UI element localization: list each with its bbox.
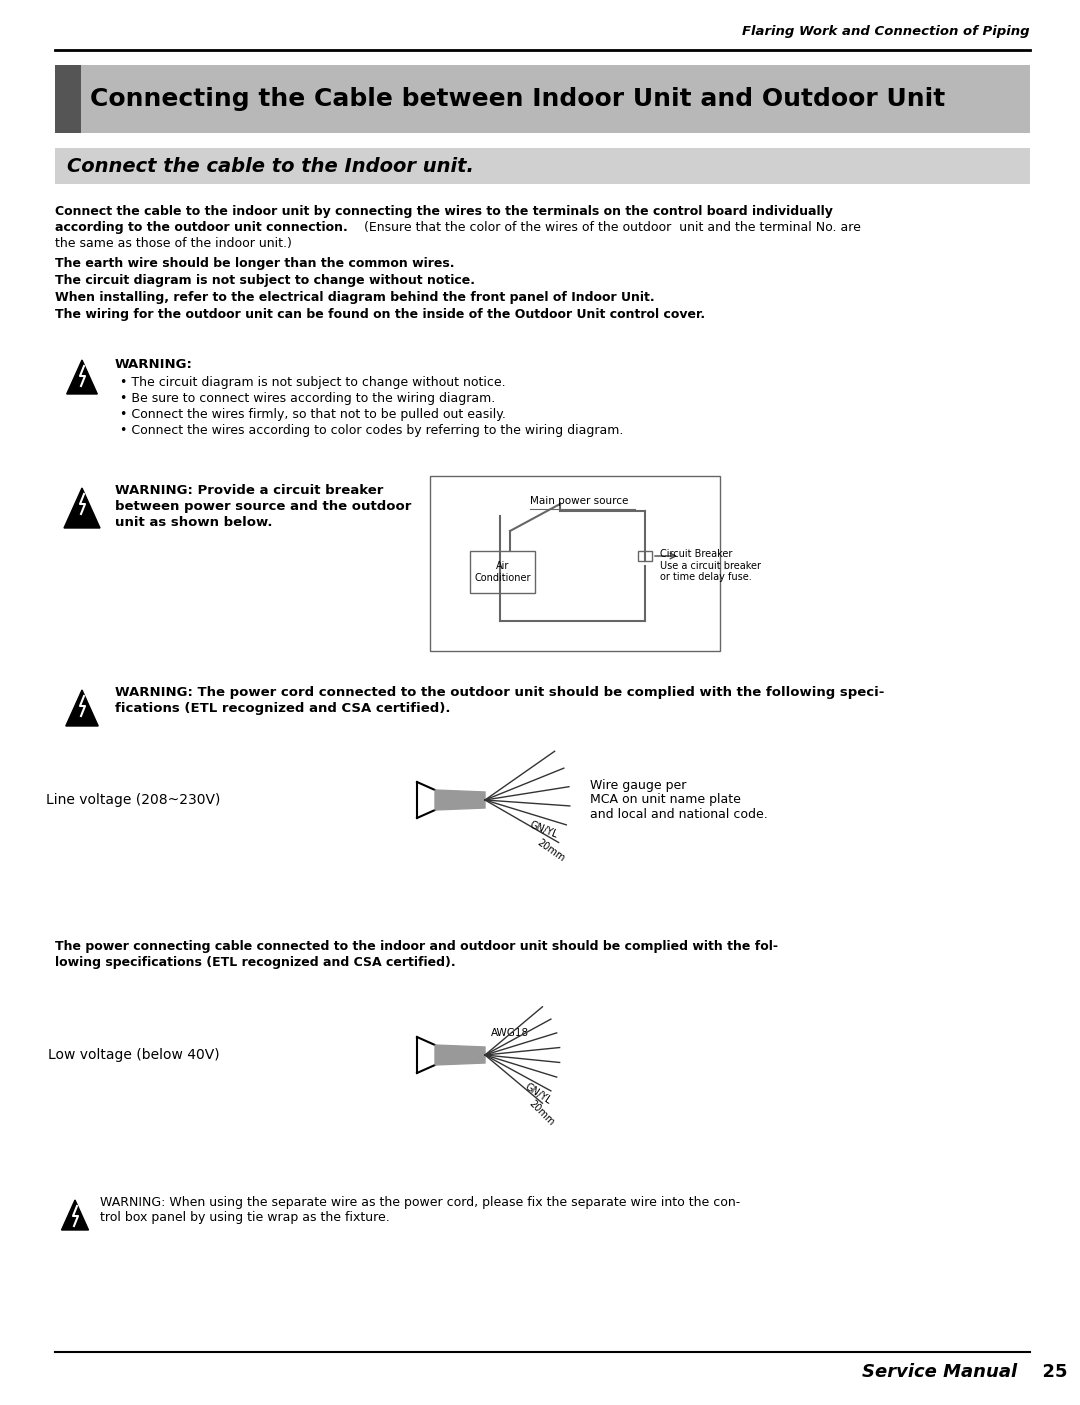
Text: GN/YL: GN/YL: [524, 1082, 553, 1106]
Text: Connect the cable to the Indoor unit.: Connect the cable to the Indoor unit.: [67, 156, 474, 176]
Text: • Connect the wires according to color codes by referring to the wiring diagram.: • Connect the wires according to color c…: [120, 424, 623, 437]
Polygon shape: [64, 488, 100, 528]
Text: Circuit Breaker
Use a circuit breaker
or time delay fuse.: Circuit Breaker Use a circuit breaker or…: [660, 549, 761, 582]
Text: 25: 25: [1030, 1363, 1067, 1381]
FancyBboxPatch shape: [55, 148, 1030, 184]
Text: lowing specifications (ETL recognized and CSA certified).: lowing specifications (ETL recognized an…: [55, 955, 456, 969]
Text: Connect the cable to the indoor unit by connecting the wires to the terminals on: Connect the cable to the indoor unit by …: [55, 205, 833, 218]
Text: Flaring Work and Connection of Piping: Flaring Work and Connection of Piping: [742, 25, 1030, 38]
Text: fications (ETL recognized and CSA certified).: fications (ETL recognized and CSA certif…: [114, 702, 450, 715]
Text: trol box panel by using tie wrap as the fixture.: trol box panel by using tie wrap as the …: [100, 1211, 390, 1224]
FancyBboxPatch shape: [55, 65, 81, 133]
Text: between power source and the outdoor: between power source and the outdoor: [114, 500, 411, 513]
Text: according to the outdoor unit connection.: according to the outdoor unit connection…: [55, 221, 348, 235]
Text: When installing, refer to the electrical diagram behind the front panel of Indoo: When installing, refer to the electrical…: [55, 291, 654, 303]
Polygon shape: [62, 1200, 89, 1229]
Text: WARNING:: WARNING:: [114, 358, 193, 371]
Text: the same as those of the indoor unit.): the same as those of the indoor unit.): [55, 237, 292, 250]
Polygon shape: [435, 1045, 485, 1065]
Text: Service Manual: Service Manual: [862, 1363, 1030, 1381]
FancyBboxPatch shape: [638, 551, 652, 561]
Text: • Connect the wires firmly, so that not to be pulled out easily.: • Connect the wires firmly, so that not …: [120, 407, 505, 422]
Text: WARNING: Provide a circuit breaker: WARNING: Provide a circuit breaker: [114, 483, 383, 497]
Polygon shape: [66, 690, 98, 726]
Text: Air
Conditioner: Air Conditioner: [474, 561, 530, 583]
Text: Low voltage (below 40V): Low voltage (below 40V): [49, 1048, 220, 1062]
Text: Connecting the Cable between Indoor Unit and Outdoor Unit: Connecting the Cable between Indoor Unit…: [90, 87, 945, 111]
Text: Main power source: Main power source: [530, 496, 629, 506]
Text: The earth wire should be longer than the common wires.: The earth wire should be longer than the…: [55, 257, 455, 270]
Text: WARNING: The power cord connected to the outdoor unit should be complied with th: WARNING: The power cord connected to the…: [114, 686, 885, 700]
Text: Wire gauge per
MCA on unit name plate
and local and national code.: Wire gauge per MCA on unit name plate an…: [590, 778, 768, 822]
Text: (Ensure that the color of the wires of the outdoor  unit and the terminal No. ar: (Ensure that the color of the wires of t…: [360, 221, 861, 235]
Text: 20mm: 20mm: [527, 1099, 556, 1128]
Text: The power connecting cable connected to the indoor and outdoor unit should be co: The power connecting cable connected to …: [55, 940, 778, 953]
FancyBboxPatch shape: [470, 551, 535, 593]
FancyBboxPatch shape: [430, 476, 720, 651]
Text: AWG18: AWG18: [491, 1028, 529, 1038]
Text: WARNING: When using the separate wire as the power cord, please fix the separate: WARNING: When using the separate wire as…: [100, 1196, 740, 1208]
Text: The circuit diagram is not subject to change without notice.: The circuit diagram is not subject to ch…: [55, 274, 475, 287]
Text: unit as shown below.: unit as shown below.: [114, 516, 272, 530]
Text: The wiring for the outdoor unit can be found on the inside of the Outdoor Unit c: The wiring for the outdoor unit can be f…: [55, 308, 705, 320]
Polygon shape: [67, 360, 97, 393]
Text: GN/YL: GN/YL: [528, 819, 559, 840]
Text: 20mm: 20mm: [535, 837, 566, 864]
Text: Line voltage (208~230V): Line voltage (208~230V): [45, 792, 220, 806]
Text: • The circuit diagram is not subject to change without notice.: • The circuit diagram is not subject to …: [120, 377, 505, 389]
Text: • Be sure to connect wires according to the wiring diagram.: • Be sure to connect wires according to …: [120, 392, 496, 405]
FancyBboxPatch shape: [55, 65, 1030, 133]
Polygon shape: [435, 790, 485, 811]
